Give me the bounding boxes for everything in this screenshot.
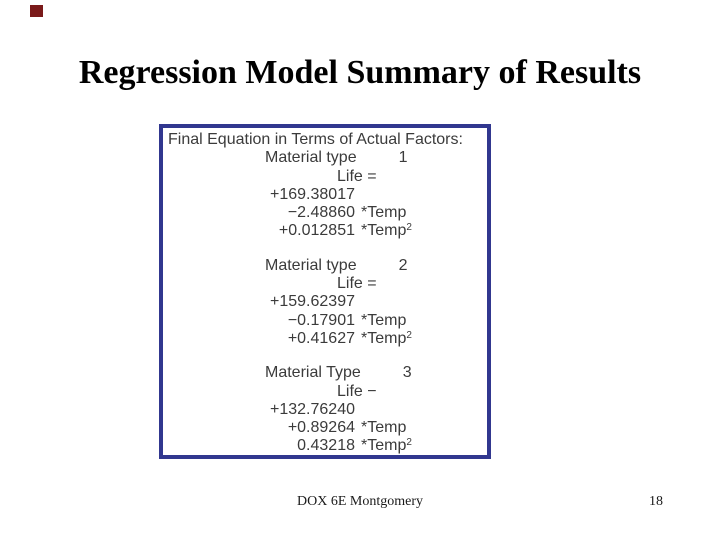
material-line: Material Type 3 <box>163 364 487 382</box>
material-number: 1 <box>398 149 408 167</box>
equation-box: Final Equation in Terms of Actual Factor… <box>159 124 491 459</box>
coefficient: −2.48860 <box>287 204 355 222</box>
equation-term-line: +0.012851 *Temp2 <box>163 222 487 240</box>
footer-text: DOX 6E Montgomery <box>297 494 423 509</box>
material-line: Material type 2 <box>163 257 487 275</box>
corner-square-decoration <box>30 5 43 17</box>
equation-term-line: −2.48860 *Temp <box>163 204 487 222</box>
coefficient: −0.17901 <box>287 311 355 329</box>
coefficient: +132.76240 <box>270 400 355 418</box>
material-label: Material type <box>265 256 357 274</box>
material-block-3: Material Type 3 Life − +132.76240 +0.8926… <box>163 364 487 455</box>
exponent: 2 <box>406 329 412 341</box>
exponent: 2 <box>406 222 412 234</box>
coefficient: +0.41627 <box>287 329 355 347</box>
term: *Temp2 <box>361 329 412 347</box>
term: *Temp <box>361 419 407 437</box>
coefficient: +0.89264 <box>287 419 355 437</box>
equation-term-line: −0.17901 *Temp <box>163 312 487 330</box>
coefficient: +0.012851 <box>278 222 355 240</box>
coefficient: 0.43218 <box>297 437 355 455</box>
life-equals-line: Life − <box>337 382 377 400</box>
equation-term-line: +0.41627 *Temp2 <box>163 330 487 348</box>
material-label: Material Type <box>265 364 361 382</box>
equation-box-header: Final Equation in Terms of Actual Factor… <box>168 131 463 148</box>
page-number: 18 <box>649 494 663 509</box>
equation-term-line: +132.76240 <box>163 401 487 419</box>
material-number: 3 <box>402 364 412 382</box>
material-line: Material type 1 <box>163 149 487 167</box>
material-number: 2 <box>398 256 408 274</box>
material-block-2: Material type 2 Life = +159.62397 −0.1790… <box>163 257 487 348</box>
equation-term-line: +169.38017 <box>163 186 487 204</box>
coefficient: +159.62397 <box>270 293 355 311</box>
term: *Temp <box>361 311 407 329</box>
equation-term-line: 0.43218 *Temp2 <box>163 437 487 455</box>
equation-term-line: +0.89264 *Temp <box>163 419 487 437</box>
material-label: Material type <box>265 149 357 167</box>
term: *Temp2 <box>361 437 412 455</box>
material-block-1: Material type 1 Life = +169.38017 −2.4886… <box>163 149 487 240</box>
life-equals-line: Life = <box>337 275 377 293</box>
term: *Temp2 <box>361 222 412 240</box>
term: *Temp <box>361 204 407 222</box>
page-title: Regression Model Summary of Results <box>78 54 642 91</box>
equation-term-line: +159.62397 <box>163 293 487 311</box>
exponent: 2 <box>406 437 412 449</box>
coefficient: +169.38017 <box>270 185 355 203</box>
life-equals-line: Life = <box>337 167 377 185</box>
